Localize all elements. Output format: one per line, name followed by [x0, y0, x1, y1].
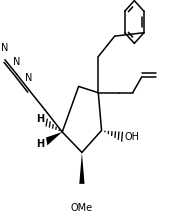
- Text: H: H: [36, 139, 44, 149]
- Text: N: N: [1, 43, 9, 53]
- Text: N: N: [25, 73, 32, 83]
- Text: OH: OH: [125, 132, 140, 142]
- Text: H: H: [36, 114, 44, 125]
- Polygon shape: [46, 132, 62, 145]
- Polygon shape: [79, 152, 84, 184]
- Text: OMe: OMe: [71, 203, 93, 213]
- Text: N: N: [13, 57, 20, 67]
